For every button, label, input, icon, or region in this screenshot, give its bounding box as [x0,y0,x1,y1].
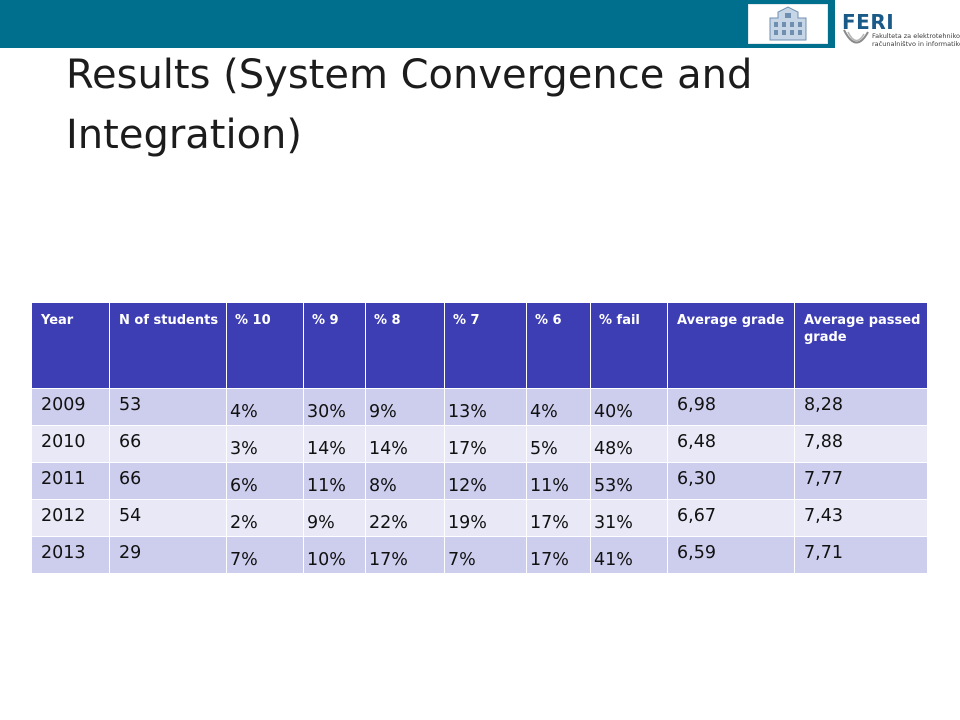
table-cell: 31% [590,499,668,537]
table-cell: 2012 [31,499,110,537]
logo-area [835,0,960,56]
table-cell: 3% [226,425,304,463]
table-cell: 17% [365,536,445,574]
table-cell: 17% [444,425,527,463]
feri-subtitle: Fakulteta za elektrotehniko, računalništ… [872,32,960,48]
slide-title: Results (System Convergence and Integrat… [66,52,753,158]
feri-subtitle-line-1: Fakulteta za elektrotehniko, [872,32,960,40]
results-table: Year N of students % 10 % 9 % 8 % 7 % 6 … [31,302,928,574]
header-cell: N of students [109,302,227,389]
table-cell: 10% [303,536,366,574]
table-cell: 7% [444,536,527,574]
table-cell: 11% [526,462,591,500]
table-cell: 6,48 [667,425,795,463]
table-cell: 6,59 [667,536,795,574]
table-cell: 30% [303,388,366,426]
table-cell: 2013 [31,536,110,574]
table-cell: 17% [526,536,591,574]
table-cell: 7,71 [794,536,928,574]
table-cell: 48% [590,425,668,463]
feri-arc-icon [843,29,869,44]
table-cell: 7,43 [794,499,928,537]
table-row: 2009 53 4% 30% 9% 13% 4% 40% 6,98 8,28 [31,388,928,426]
table-cell: 8% [365,462,445,500]
table-cell: 8,28 [794,388,928,426]
table-cell: 66 [109,425,227,463]
table-cell: 7% [226,536,304,574]
table-cell: 41% [590,536,668,574]
table-cell: 7,77 [794,462,928,500]
table-cell: 66 [109,462,227,500]
header-cell: Average grade [667,302,795,389]
feri-logo: FERI Fakulteta za elektrotehniko, računa… [842,10,960,50]
header-cell: % 10 [226,302,304,389]
table-header-row: Year N of students % 10 % 9 % 8 % 7 % 6 … [31,302,928,389]
header-cell: Year [31,302,110,389]
table-cell: 40% [590,388,668,426]
table-cell: 6,30 [667,462,795,500]
table-cell: 6,98 [667,388,795,426]
table-cell: 6,67 [667,499,795,537]
table-cell: 2011 [31,462,110,500]
table-cell: 9% [365,388,445,426]
header-cell: % 6 [526,302,591,389]
table-row: 2013 29 7% 10% 17% 7% 17% 41% 6,59 7,71 [31,536,928,574]
table-cell: 6% [226,462,304,500]
table-cell: 29 [109,536,227,574]
table-cell: 54 [109,499,227,537]
table-cell: 22% [365,499,445,537]
table-cell: 5% [526,425,591,463]
table-cell: 14% [365,425,445,463]
table-cell: 4% [226,388,304,426]
table-cell: 53 [109,388,227,426]
header-cell: % 9 [303,302,366,389]
table-cell: 2009 [31,388,110,426]
header-cell: Average passed grade [794,302,928,389]
table-cell: 11% [303,462,366,500]
table-cell: 13% [444,388,527,426]
table-cell: 2% [226,499,304,537]
table-cell: 7,88 [794,425,928,463]
feri-brand-text: FERI [842,10,895,34]
header-cell: % 7 [444,302,527,389]
table-cell: 2010 [31,425,110,463]
table-row: 2010 66 3% 14% 14% 17% 5% 48% 6,48 7,88 [31,425,928,463]
header-cell: % 8 [365,302,445,389]
building-icon [748,4,828,44]
header-cell: % fail [590,302,668,389]
top-banner [0,0,835,48]
table-cell: 53% [590,462,668,500]
table-row: 2012 54 2% 9% 22% 19% 17% 31% 6,67 7,43 [31,499,928,537]
table-cell: 14% [303,425,366,463]
feri-subtitle-line-2: računalništvo in informatiko [872,40,960,48]
table-row: 2011 66 6% 11% 8% 12% 11% 53% 6,30 7,77 [31,462,928,500]
table-cell: 17% [526,499,591,537]
table-cell: 19% [444,499,527,537]
table-cell: 4% [526,388,591,426]
table-cell: 12% [444,462,527,500]
table-cell: 9% [303,499,366,537]
